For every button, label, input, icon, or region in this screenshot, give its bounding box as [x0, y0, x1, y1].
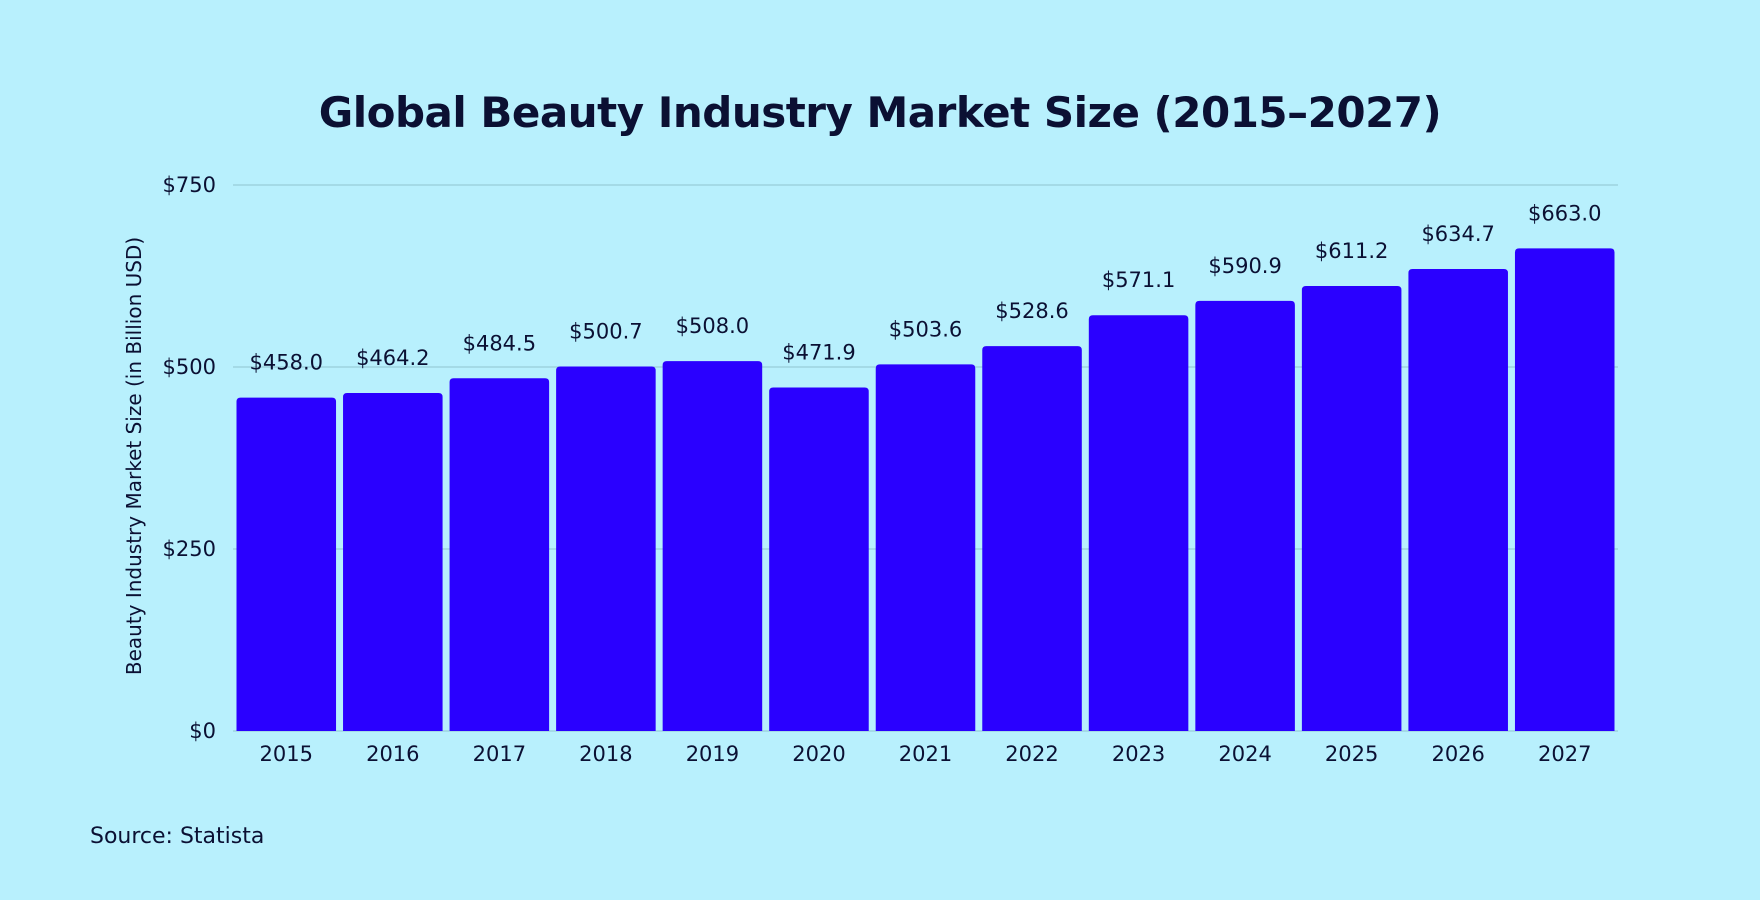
x-tick-label: 2021 — [899, 742, 952, 766]
bar-2018 — [556, 366, 656, 731]
value-label: $528.6 — [995, 299, 1068, 323]
x-tick-label: 2027 — [1538, 742, 1591, 766]
x-tick-label: 2022 — [1005, 742, 1058, 766]
y-axis-label: Beauty Industry Market Size (in Billion … — [122, 237, 146, 675]
value-labels: $458.0 $464.2 $484.5 $500.7 $508.0 $471.9 $503… — [250, 201, 1602, 374]
bar-2026 — [1408, 268, 1508, 731]
source-note: Source: Statista — [90, 824, 265, 849]
y-tick-label: $750 — [163, 173, 216, 197]
value-label: $464.2 — [356, 346, 429, 370]
value-label: $611.2 — [1315, 239, 1388, 263]
x-tick-label: 2017 — [473, 742, 526, 766]
bar-2015 — [236, 397, 337, 731]
x-tick-label: 2015 — [260, 742, 313, 766]
bar-2020 — [769, 387, 869, 731]
value-label: $663.0 — [1528, 201, 1601, 225]
bar-2024 — [1195, 300, 1295, 731]
bar-2019 — [662, 361, 763, 731]
value-label: $471.9 — [782, 340, 855, 364]
x-tick-label: 2025 — [1325, 742, 1378, 766]
value-label: $503.6 — [889, 317, 962, 341]
x-tick-label: 2018 — [579, 742, 632, 766]
y-axis-ticks: $0 $250 $500 $750 — [163, 173, 216, 743]
bar-2027 — [1514, 248, 1615, 731]
value-label: $634.7 — [1421, 222, 1494, 246]
x-axis-ticks: 2015 2016 2017 2018 2019 2020 2021 2022 2023 2024… — [260, 742, 1592, 766]
y-tick-label: $500 — [163, 355, 216, 379]
x-tick-label: 2024 — [1218, 742, 1271, 766]
value-label: $500.7 — [569, 319, 642, 343]
bars — [236, 248, 1615, 731]
value-label: $458.0 — [250, 351, 323, 375]
x-tick-label: 2016 — [366, 742, 419, 766]
bar-2023 — [1088, 315, 1189, 731]
bar-2022 — [982, 346, 1082, 731]
value-label: $590.9 — [1208, 254, 1281, 278]
bar-2021 — [875, 364, 976, 731]
value-label: $484.5 — [463, 331, 536, 355]
chart-title: Global Beauty Industry Market Size (2015… — [318, 88, 1442, 137]
x-tick-label: 2026 — [1431, 742, 1484, 766]
y-tick-label: $0 — [189, 719, 216, 743]
x-tick-label: 2019 — [686, 742, 739, 766]
x-tick-label: 2023 — [1112, 742, 1165, 766]
x-tick-label: 2020 — [792, 742, 845, 766]
value-label: $508.0 — [676, 314, 749, 338]
bar-2017 — [449, 378, 550, 731]
y-tick-label: $250 — [163, 537, 216, 561]
value-label: $571.1 — [1102, 268, 1175, 292]
bar-2025 — [1301, 286, 1402, 731]
bar-2016 — [343, 393, 443, 731]
